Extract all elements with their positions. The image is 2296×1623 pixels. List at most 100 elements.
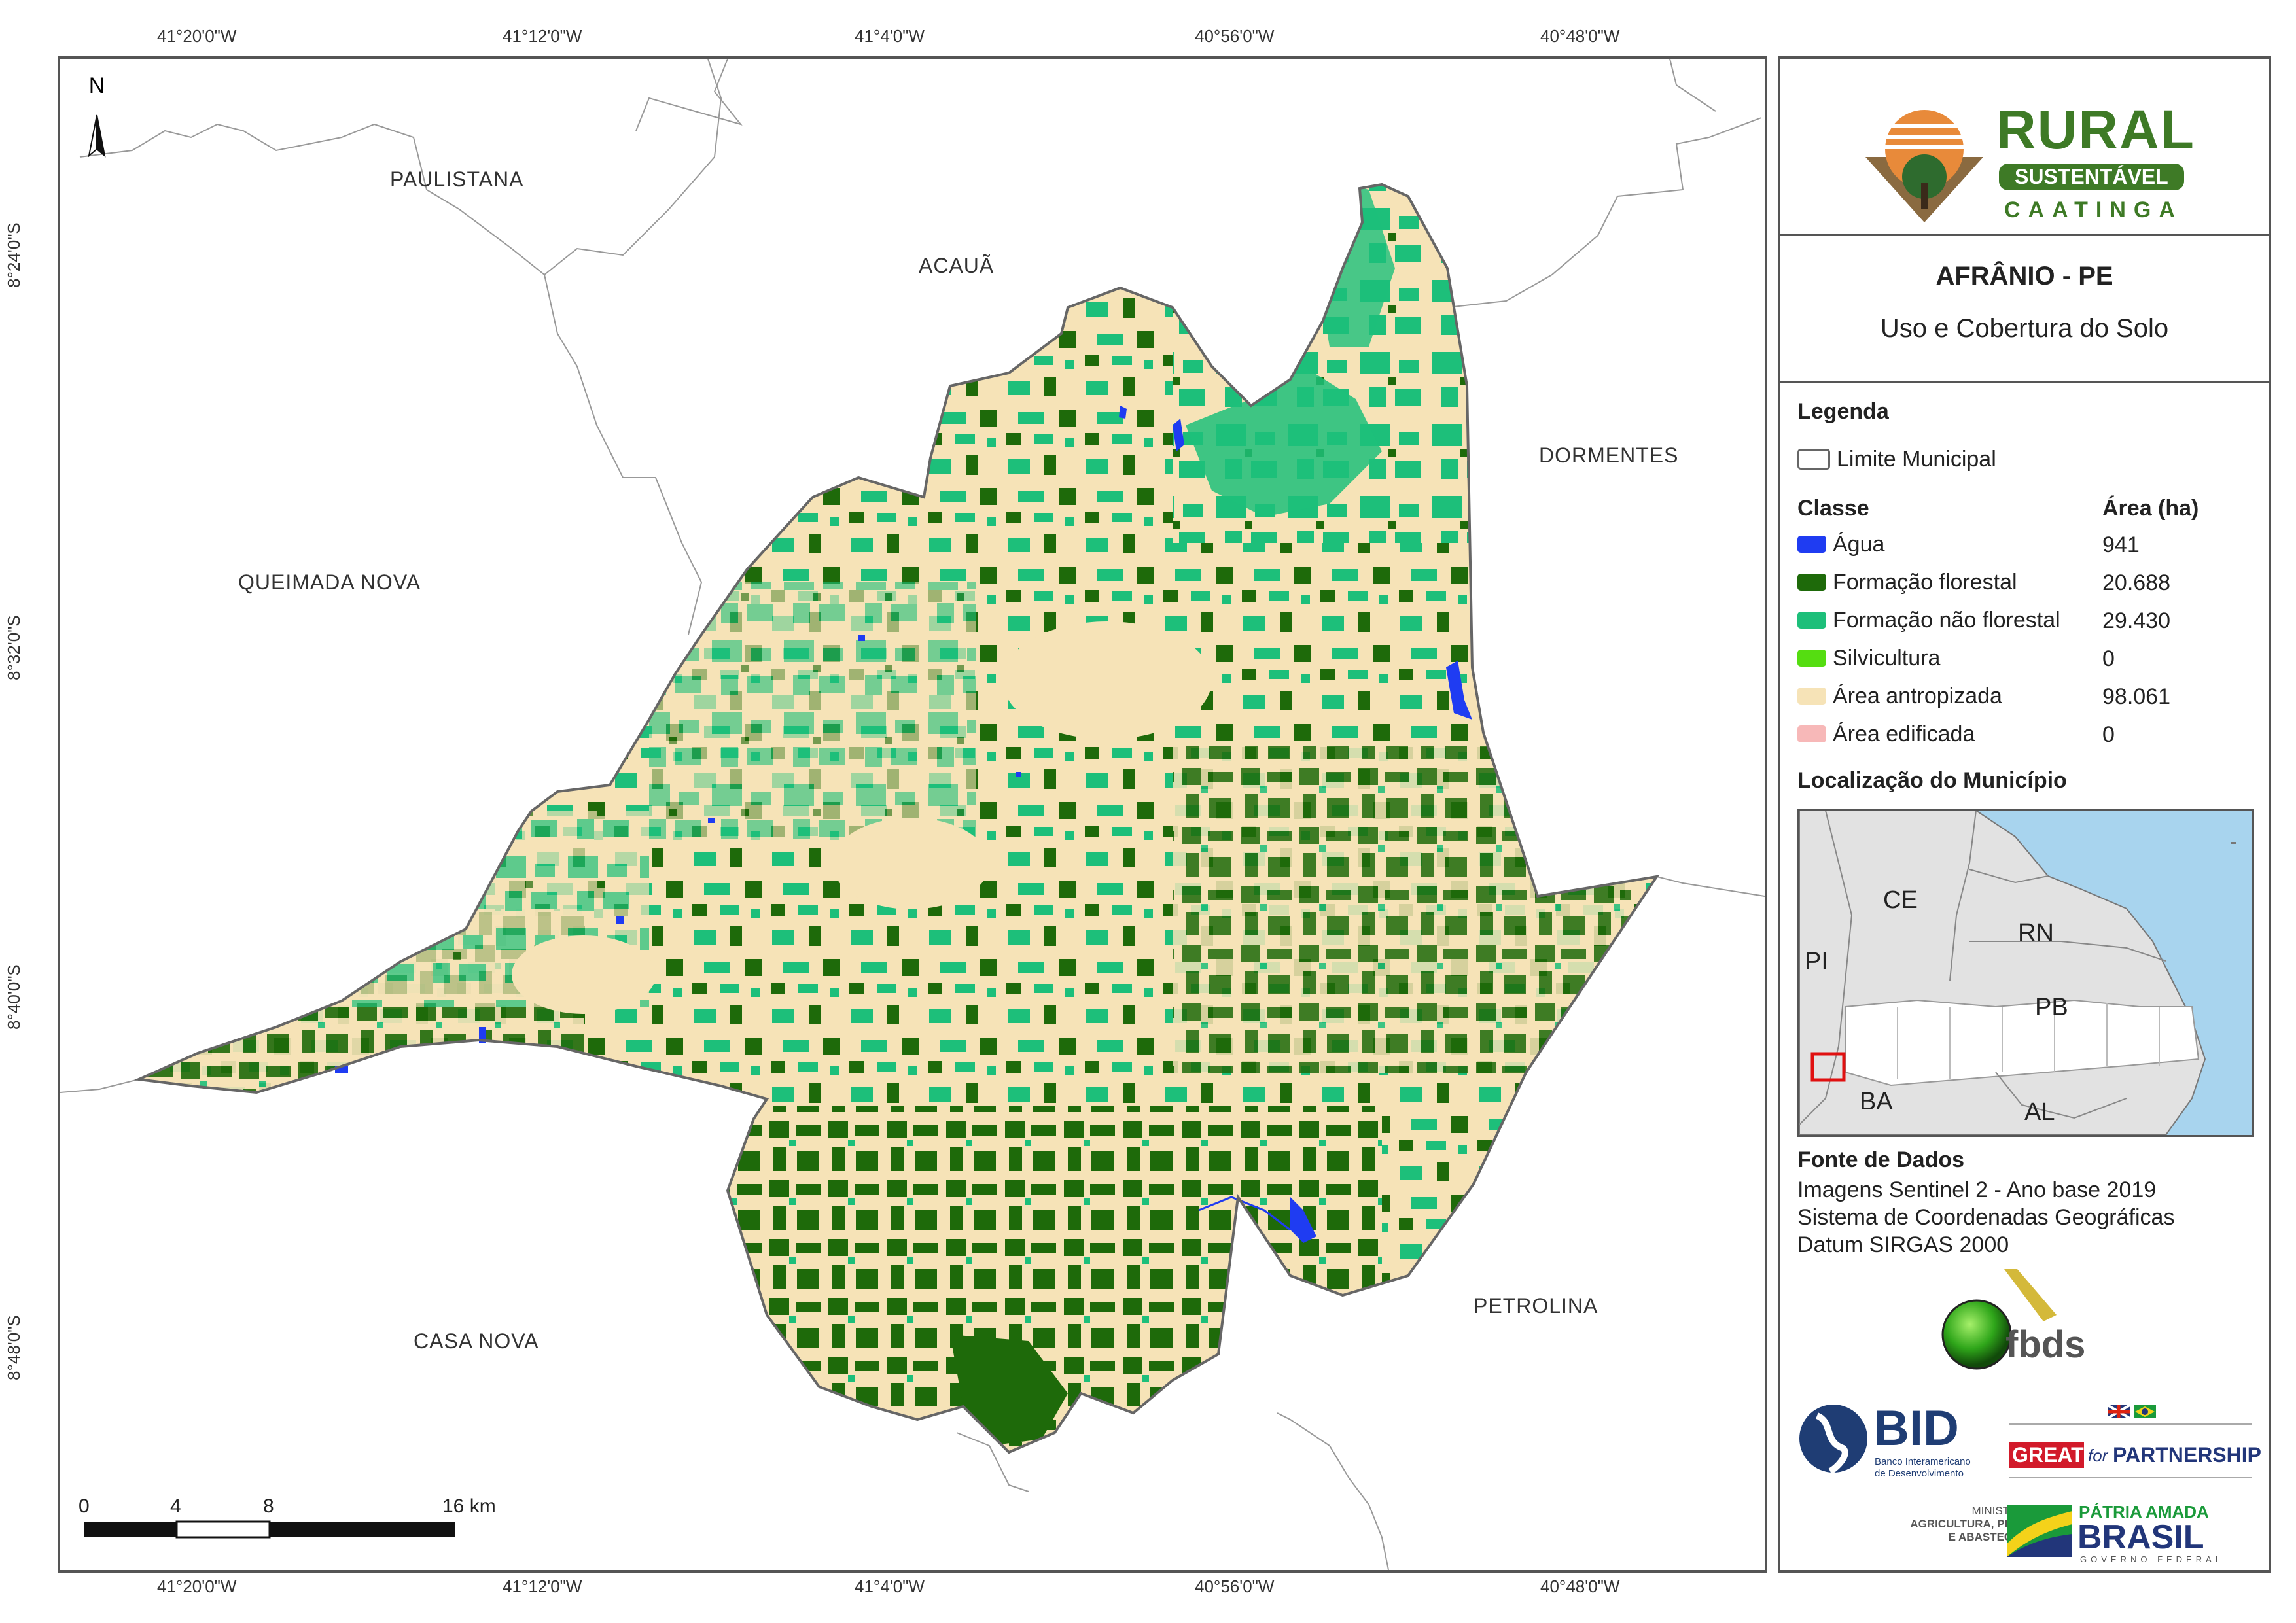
water-bodies: [335, 406, 1472, 1243]
coord-top-5: 40°48'0"W: [1540, 26, 1620, 46]
limit-swatch: [1797, 449, 1830, 470]
coord-top-4: 40°56'0"W: [1195, 26, 1275, 46]
scale-bar: [84, 1520, 455, 1539]
legend-class-name: Água: [1833, 531, 1885, 557]
coord-bottom-4: 40°56'0"W: [1195, 1577, 1275, 1596]
coord-left-2: 8°32'0"S: [4, 615, 24, 680]
brasil-emblem-icon: [2007, 1505, 2072, 1557]
legend-class-name: Silvicultura: [1833, 645, 1941, 671]
brasil-text: BRASIL: [2077, 1518, 2204, 1556]
legend-swatch-formacao-nao-florestal: [1797, 612, 1826, 629]
great-text: GREAT: [2012, 1443, 2084, 1467]
legend-class-name: Formação não florestal: [1833, 607, 2060, 633]
legend-panel: RURAL SUSTENTÁVEL CAATINGA AFRÂNIO - PE …: [1778, 56, 2271, 1573]
limit-label: Limite Municipal: [1837, 446, 1996, 472]
fbds-logo: fbds: [1926, 1269, 2122, 1374]
place-label-casa-nova: CASA NOVA: [414, 1329, 539, 1353]
legend-swatch-area-edificada: [1797, 725, 1826, 742]
legend-class-area: 29.430: [2102, 608, 2170, 633]
coord-top-3: 41°4'0"W: [855, 26, 925, 46]
legend-class-row: Silvicultura: [1797, 645, 1940, 671]
coord-top-2: 41°12'0"W: [503, 26, 582, 46]
legend-class-area: 20.688: [2102, 570, 2170, 595]
source-line: Datum SIRGAS 2000: [1797, 1232, 2009, 1257]
legend-class-area: 0: [2102, 646, 2115, 671]
legend-class-name: Área edificada: [1833, 721, 1975, 746]
fbds-emblem-icon: [1941, 1269, 2057, 1370]
coord-bottom-2: 41°12'0"W: [503, 1577, 582, 1596]
coord-left-1: 8°24'0"S: [4, 222, 24, 288]
fbds-text: fbds: [2005, 1323, 2086, 1366]
class-heading: Classe: [1797, 496, 1869, 521]
coord-bottom-1: 41°20'0"W: [157, 1577, 237, 1596]
legend-class-name: Área antropizada: [1833, 683, 2002, 708]
bid-subtext-1: Banco Interamericano: [1875, 1456, 1971, 1467]
location-inset-map[interactable]: CE RN PI PB BA AL: [1797, 809, 2254, 1137]
legend-class-row: Formação não florestal: [1797, 607, 2060, 633]
coord-bottom-5: 40°48'0"W: [1540, 1577, 1620, 1596]
bid-subtext-2: de Desenvolvimento: [1875, 1468, 1964, 1479]
scale-label-4: 4: [170, 1495, 181, 1517]
area-heading: Área (ha): [2102, 496, 2199, 521]
legend-class-row: Formação florestal: [1797, 569, 2017, 595]
legend-class-area: 98.061: [2102, 684, 2170, 709]
inset-label-pb: PB: [2035, 994, 2068, 1021]
coord-top-1: 41°20'0"W: [157, 26, 237, 46]
logo-rural-text: RURAL: [1996, 99, 2195, 160]
rural-sustentavel-logo: RURAL SUSTENTÁVEL CAATINGA: [1859, 92, 2199, 262]
bid-logo: BID Banco Interamericano de Desenvolvime…: [1797, 1400, 2007, 1485]
neighbor-boundaries: [60, 59, 1765, 1570]
inset-label-pi: PI: [1805, 948, 1828, 975]
coord-left-3: 8°40'0"S: [4, 964, 24, 1030]
source-line: Imagens Sentinel 2 - Ano base 2019: [1797, 1178, 2157, 1202]
legend-heading: Legenda: [1797, 399, 1889, 424]
legend-swatch-formacao-florestal: [1797, 574, 1826, 591]
partnership-text: PARTNERSHIP: [2113, 1443, 2261, 1467]
legend-swatch-area-antropizada: [1797, 688, 1826, 705]
place-label-acaua: ACAUÃ: [919, 254, 995, 277]
map-frame: N PAULISTANA ACAUÃ DORMENTES QUEIMADA NO…: [58, 56, 1767, 1573]
north-label: N: [89, 73, 105, 98]
inset-label-rn: RN: [2018, 919, 2054, 947]
great-for-text: for: [2088, 1446, 2108, 1465]
bid-globe-icon: [1799, 1405, 1867, 1475]
patria-amada-text: PÁTRIA AMADA: [2079, 1502, 2209, 1522]
logo-caatinga-text: CAATINGA: [2004, 198, 2183, 222]
inset-label-ba: BA: [1860, 1088, 1893, 1115]
coord-left-4: 8°48'0"S: [4, 1315, 24, 1380]
map-subtitle: Uso e Cobertura do Solo: [1880, 314, 2169, 343]
legend-class-area: 941: [2102, 532, 2140, 557]
coord-bottom-3: 41°4'0"W: [855, 1577, 925, 1596]
inset-label-al: AL: [2024, 1098, 2055, 1126]
legend-swatch-silvicultura: [1797, 650, 1826, 667]
great-partnership-logo: GREAT for PARTNERSHIP: [2009, 1400, 2261, 1485]
legend-limit-row: Limite Municipal: [1797, 446, 1996, 472]
location-heading: Localização do Município: [1797, 768, 2067, 793]
caatinga-emblem-icon: [1865, 110, 1983, 222]
governo-federal-text: GOVERNO FEDERAL: [2080, 1554, 2225, 1564]
land-cover-map[interactable]: N: [60, 59, 1765, 1570]
legend-class-row: Área antropizada: [1797, 683, 2002, 709]
north-arrow-icon: [88, 114, 106, 158]
inset-map-svg: [1799, 811, 2252, 1135]
legend-class-area: 0: [2102, 722, 2115, 747]
uk-brazil-flags-icon: [2009, 1404, 2252, 1478]
scale-label-0: 0: [79, 1495, 90, 1517]
patria-amada-brasil-logo: PÁTRIA AMADA BRASIL GOVERNO FEDERAL: [2007, 1502, 2242, 1564]
legend-swatch-agua: [1797, 536, 1826, 553]
municipality-land-cover: [139, 184, 1657, 1452]
logo-sustentavel-text: SUSTENTÁVEL: [1999, 164, 2184, 190]
municipal-boundary: [133, 183, 1660, 1454]
sources-heading: Fonte de Dados: [1797, 1147, 1965, 1172]
bid-text: BID: [1873, 1401, 1959, 1456]
legend-class-name: Formação florestal: [1833, 569, 2017, 595]
place-label-queimada-nova: QUEIMADA NOVA: [238, 570, 421, 594]
source-line: Sistema de Coordenadas Geográficas: [1797, 1205, 2175, 1230]
inset-label-ce: CE: [1883, 886, 1918, 914]
place-label-dormentes: DORMENTES: [1539, 444, 1679, 467]
scale-label-8: 8: [263, 1495, 274, 1517]
scale-label-16: 16 km: [442, 1495, 496, 1517]
legend-class-row: Área edificada: [1797, 721, 1975, 747]
place-label-paulistana: PAULISTANA: [390, 167, 524, 191]
map-title: AFRÂNIO - PE: [1935, 262, 2113, 290]
